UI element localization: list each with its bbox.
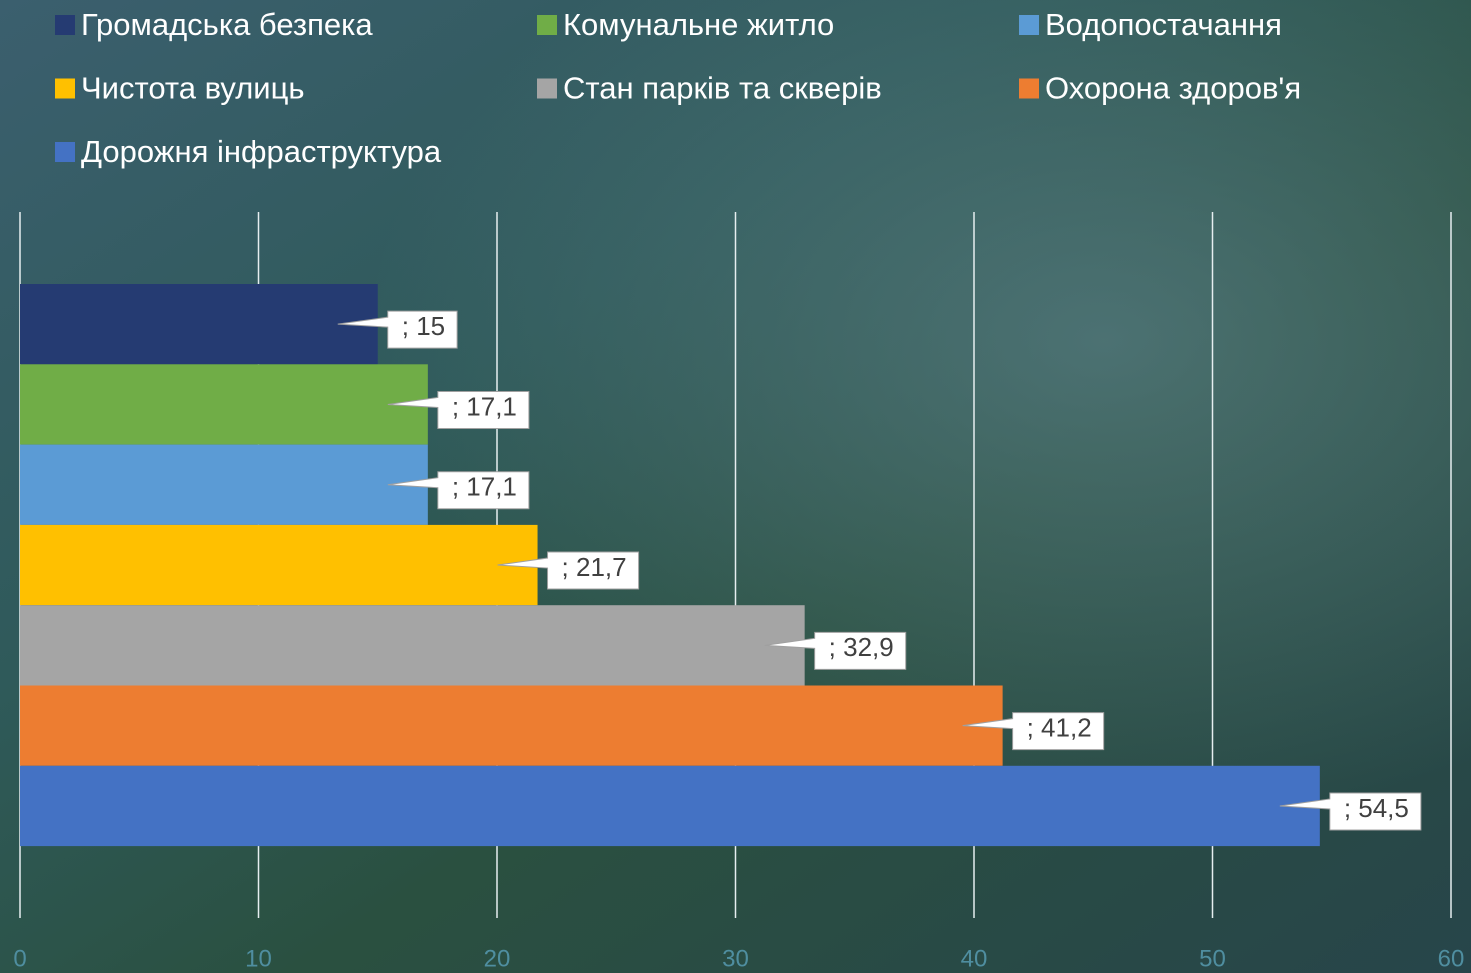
legend-label: Стан парків та скверів (563, 71, 882, 106)
x-tick-label: 10 (245, 945, 272, 972)
x-tick-label: 30 (722, 945, 749, 972)
legend-label: Охорона здоров'я (1045, 71, 1301, 106)
legend-swatch (55, 15, 75, 35)
data-label-text: ; 41,2 (1027, 713, 1092, 743)
legend-swatch (1019, 79, 1039, 99)
bar (20, 686, 1003, 766)
legend-swatch (55, 79, 75, 99)
legend-swatch (537, 79, 557, 99)
data-label-text: ; 54,5 (1344, 793, 1409, 823)
legend-swatch (55, 142, 75, 162)
page: {"chart_data": {"type": "bar", "orientat… (0, 0, 1471, 973)
bar (20, 766, 1320, 846)
chart: 0 10 20 30 40 50 60 ; 15 ; 17,1 ; 17,1 ; 21,7 ; 32,… (0, 0, 1471, 973)
data-label-text: ; 17,1 (452, 472, 517, 502)
legend-swatch (1019, 15, 1039, 35)
bar (20, 525, 538, 605)
x-tick-label: 0 (13, 945, 26, 972)
data-label-text: ; 15 (402, 311, 445, 341)
x-tick-label: 20 (484, 945, 511, 972)
bar (20, 605, 805, 685)
data-label-text: ; 21,7 (562, 552, 627, 582)
legend-swatch (537, 15, 557, 35)
legend-label: Громадська безпека (81, 7, 373, 42)
bar (20, 445, 428, 525)
x-tick-label: 60 (1438, 945, 1465, 972)
x-tick-label: 50 (1199, 945, 1226, 972)
legend-label: Дорожня інфраструктура (81, 134, 442, 169)
bar (20, 284, 378, 364)
data-label-text: ; 17,1 (452, 391, 517, 421)
bar (20, 364, 428, 444)
x-tick-label: 40 (961, 945, 988, 972)
legend-label: Водопостачання (1045, 7, 1282, 42)
legend-label: Комунальне житло (563, 7, 834, 42)
legend-label: Чистота вулиць (81, 71, 305, 106)
data-label-text: ; 32,9 (829, 632, 894, 662)
